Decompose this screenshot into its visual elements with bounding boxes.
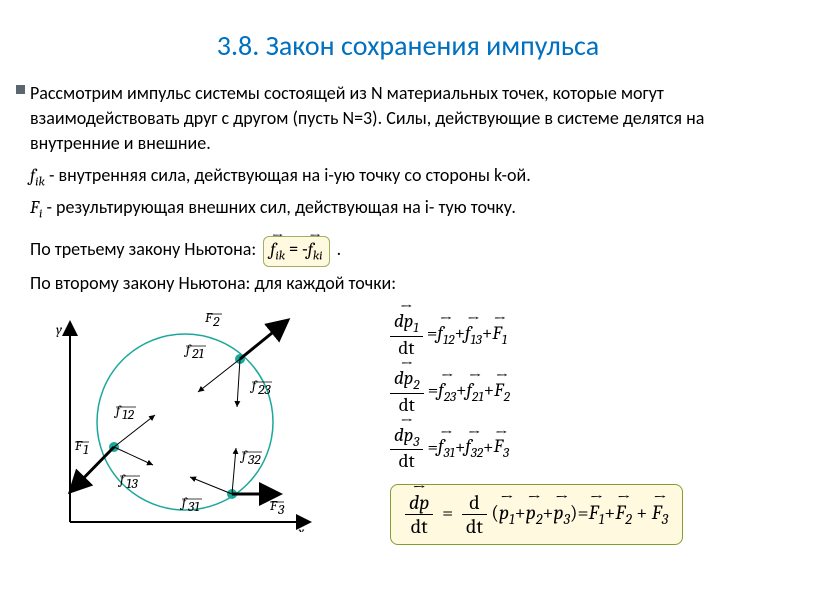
bullet-icon [16,85,25,94]
page-title: 3.8. Закон сохранения импульса [30,28,786,63]
newton3-formula-box: fik = -fki [263,236,329,267]
svg-text:1: 1 [83,441,89,458]
lower-row: y x F2 f21 f23 F1 f12 f13 [30,302,786,545]
newton3-line: По третьему закону Ньютона: fik = -fki . [30,236,786,267]
newton2-line: По второму закону Ньютона: для каждой то… [30,271,786,296]
svg-text:32: 32 [247,451,261,468]
svg-text:13: 13 [126,475,139,492]
equations-column: dp1dt =f12+f13+F1 dp2dt =f23+f21+F2 dp3d… [330,302,786,545]
eq-dp2: dp2dt =f23+f21+F2 [390,367,786,416]
svg-text:y: y [56,321,63,338]
eq-dp3: dp3dt =f31+f32+F3 [390,424,786,473]
final-equation-box: dpdt = ddt (p1+p2+p3)=F1+F2 + F3 [390,484,683,545]
fik-desc-text: - внутренняя сила, действующая на i-ую т… [49,164,531,186]
fi-definition: Fi - результирующая внешних сил, действу… [30,195,786,224]
intro-text: Рассмотрим импульс системы состоящей из … [30,81,786,157]
intro-paragraph: Рассмотрим импульс системы состоящей из … [30,81,786,157]
system-diagram: y x F2 f21 f23 F1 f12 f13 [30,302,330,532]
svg-text:f: f [249,377,258,394]
svg-text:F: F [269,497,278,514]
fi-desc-text: - результирующая внешних сил, действующа… [46,196,516,218]
svg-text:F: F [204,309,213,326]
svg-text:12: 12 [122,406,135,423]
newton2-label: По второму закону Ньютона: для каждой то… [30,272,396,294]
svg-text:x: x [297,523,305,532]
svg-text:f: f [113,402,122,419]
fi-symbol: Fi [30,197,42,218]
svg-text:3: 3 [277,501,285,518]
svg-text:F: F [74,437,83,454]
svg-text:f: f [239,447,248,464]
newton3-label: По третьему закону Ньютона: [30,238,260,260]
eq-dp1: dp1dt =f12+f13+F1 [390,310,786,359]
fik-definition: fik - внутренняя сила, действующая на i-… [30,163,786,192]
svg-text:23: 23 [257,381,271,398]
svg-text:2: 2 [212,313,220,330]
svg-text:31: 31 [187,498,200,515]
svg-text:21: 21 [191,345,204,362]
svg-text:f: f [183,341,192,358]
diagram-svg: y x F2 f21 f23 F1 f12 f13 [30,302,330,532]
svg-text:f: f [179,494,188,511]
fik-symbol: fik [30,165,45,186]
